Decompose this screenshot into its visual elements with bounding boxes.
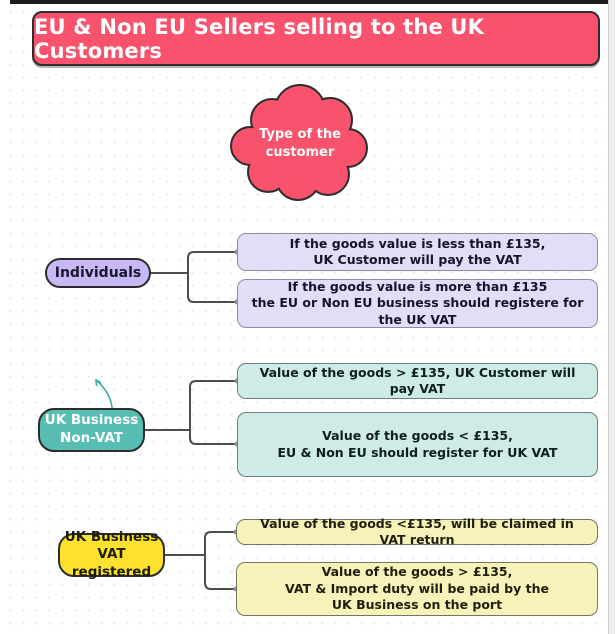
top-border-strip [10, 0, 615, 4]
leaf-vatreg-more-135[interactable]: Value of the goods > £135, VAT & Import … [236, 562, 598, 616]
leaf-text: Value of the goods > £135, UK Customer w… [259, 364, 576, 397]
leaf-nonvat-more-135[interactable]: Value of the goods > £135, UK Customer w… [237, 363, 598, 399]
node-non-vat-label: UK Business Non-VAT [44, 412, 139, 446]
leaf-text: Value of the goods <£135, will be claime… [260, 515, 574, 548]
diagram-title: EU & Non EU Sellers selling to the UK Cu… [34, 14, 485, 63]
leaf-individuals-more-135[interactable]: If the goods value is more than £135 the… [237, 279, 598, 328]
diagram-title-banner[interactable]: EU & Non EU Sellers selling to the UK Cu… [32, 11, 600, 66]
node-uk-business-non-vat[interactable]: UK Business Non-VAT [38, 408, 145, 452]
right-edge-strip [608, 0, 615, 634]
leaf-text: If the goods value is less than £135, UK… [289, 235, 546, 268]
node-individuals-label: Individuals [54, 265, 142, 281]
leaf-text: Value of the goods < £135, EU & Non EU s… [277, 428, 558, 460]
cloud-shape-icon [230, 84, 368, 201]
node-vat-registered-label: UK Business VAT registered [64, 528, 159, 580]
node-individuals[interactable]: Individuals [45, 258, 151, 288]
leaf-nonvat-less-135[interactable]: Value of the goods < £135, EU & Non EU s… [237, 412, 598, 477]
leaf-vatreg-less-135[interactable]: Value of the goods <£135, will be claime… [236, 516, 598, 547]
leaf-individuals-less-135[interactable]: If the goods value is less than £135, UK… [237, 233, 598, 271]
leaf-text: If the goods value is more than £135 the… [251, 278, 584, 327]
node-uk-business-vat-registered[interactable]: UK Business VAT registered [58, 529, 165, 580]
leaf-text: Value of the goods > £135, VAT & Import … [285, 564, 549, 613]
root-node-label: Type of the customer [259, 126, 341, 160]
root-node-cloud[interactable]: Type of the customer [228, 84, 372, 204]
